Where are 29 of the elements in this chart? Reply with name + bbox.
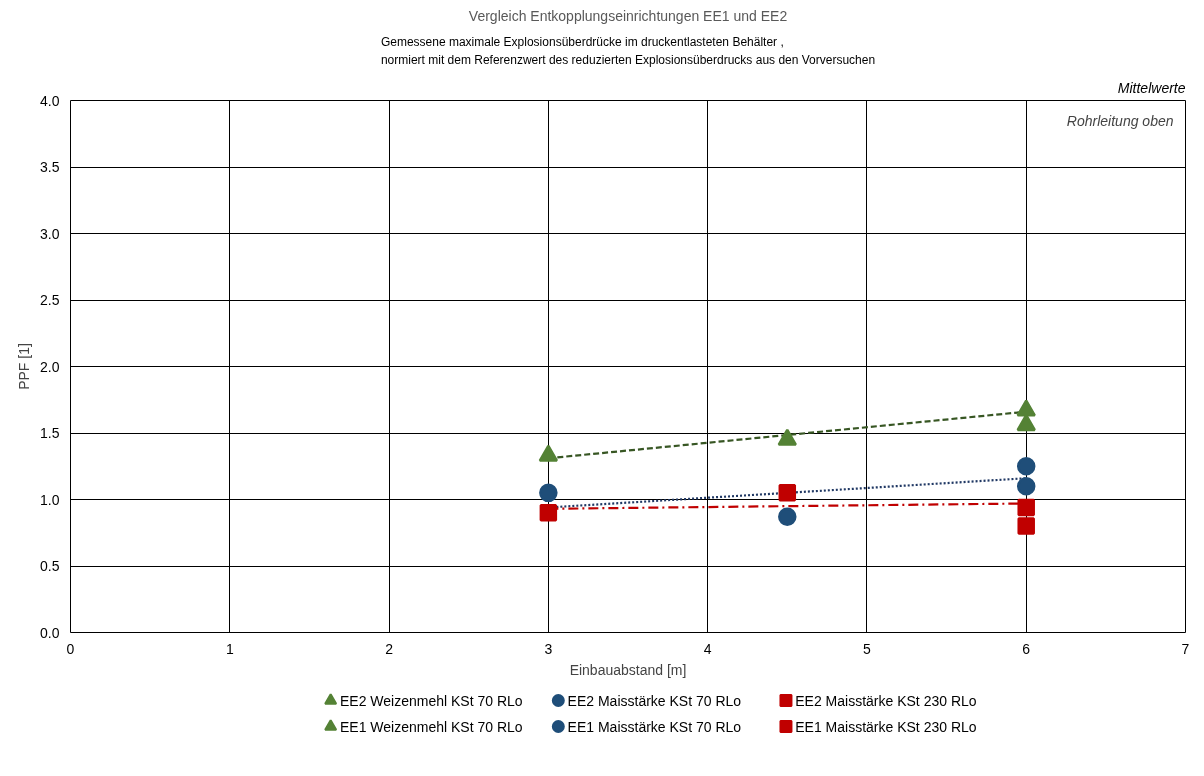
legend-label: EE2 Maisstärke KSt 70 RLo bbox=[567, 692, 742, 709]
x-tick-label: 1 bbox=[225, 640, 234, 657]
x-tick-label: 4 bbox=[703, 640, 712, 657]
x-tick-label: 7 bbox=[1181, 640, 1190, 657]
x-tick-label: 6 bbox=[1022, 640, 1031, 657]
annotation: Rohrleitung oben bbox=[1066, 112, 1174, 129]
y-tick-label: 3.5 bbox=[40, 159, 60, 175]
x-tick-label: 0 bbox=[66, 640, 75, 657]
legend-label: EE1 Weizenmehl KSt 70 RLo bbox=[339, 718, 523, 735]
y-tick-label: 2.0 bbox=[40, 358, 60, 375]
y-tick-label: 3.0 bbox=[40, 225, 60, 242]
legend-label: EE2 Maisstärke KSt 230 RLo bbox=[795, 692, 977, 709]
chart-title: Vergleich Entkopplungseinrichtungen EE1 und EE2 bbox=[468, 7, 788, 24]
y-tick-label: 4.0 bbox=[40, 92, 60, 109]
x-tick-label: 2 bbox=[385, 640, 394, 657]
y-tick-label: 0.5 bbox=[40, 558, 60, 574]
legend-label: EE1 Maisstärke KSt 70 RLo bbox=[567, 718, 742, 735]
x-axis-title: Einbauabstand [m] bbox=[569, 661, 687, 678]
y-tick-label: 1.0 bbox=[40, 491, 60, 508]
x-tick-label: 3 bbox=[544, 640, 553, 657]
y-axis-title: PPF [1] bbox=[16, 343, 33, 390]
y-tick-label: 1.5 bbox=[40, 425, 60, 441]
legend-label: EE2 Weizenmehl KSt 70 RLo bbox=[339, 692, 523, 709]
text: Mittelwerte bbox=[1117, 79, 1186, 96]
chart-subtitle: Gemessene maximale Explosionsüberdrücke im druckentlasteten Behälter , normiert mit dem Referenzwert des reduzierten Explosionsüberdrucks aus den Vorversuchen bbox=[380, 35, 876, 68]
y-tick-label: 2.5 bbox=[40, 292, 60, 308]
x-tick-label: 5 bbox=[863, 640, 872, 657]
legend-label: EE1 Maisstärke KSt 230 RLo bbox=[795, 718, 977, 735]
y-tick-label: 0.0 bbox=[40, 624, 60, 641]
